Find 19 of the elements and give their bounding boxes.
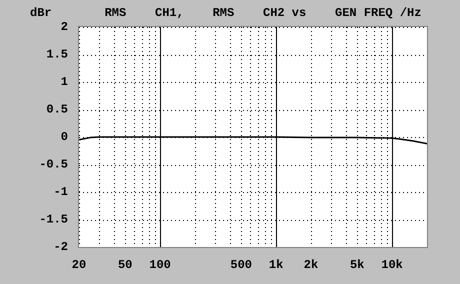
y-tick-label: 1.5 <box>46 48 68 62</box>
x-tick-label: 500 <box>230 258 252 272</box>
x-tick-label: 20 <box>72 258 86 272</box>
y-tick-label: -2 <box>54 240 68 254</box>
y-tick-label: 0.5 <box>46 102 68 117</box>
y-axis-title: dBr <box>30 6 52 20</box>
x-tick-label: 50 <box>118 258 132 272</box>
chart-title: RMS CH1, RMS CH2 vs GEN FREQ /Hz <box>104 6 422 20</box>
x-tick-label: 100 <box>149 258 171 272</box>
y-tick-label: -1 <box>54 185 68 200</box>
y-tick-label: 0 <box>60 130 68 144</box>
y-tick-label: -1.5 <box>39 212 68 227</box>
x-tick-label: 10k <box>381 258 403 272</box>
y-tick-label: 2 <box>60 20 68 34</box>
x-tick-label: 1k <box>268 258 284 272</box>
x-tick-label: 2k <box>304 258 318 272</box>
x-tick-label: 5k <box>350 258 364 272</box>
y-tick-label: -0.5 <box>39 158 68 172</box>
y-tick-label: 1 <box>60 75 68 90</box>
